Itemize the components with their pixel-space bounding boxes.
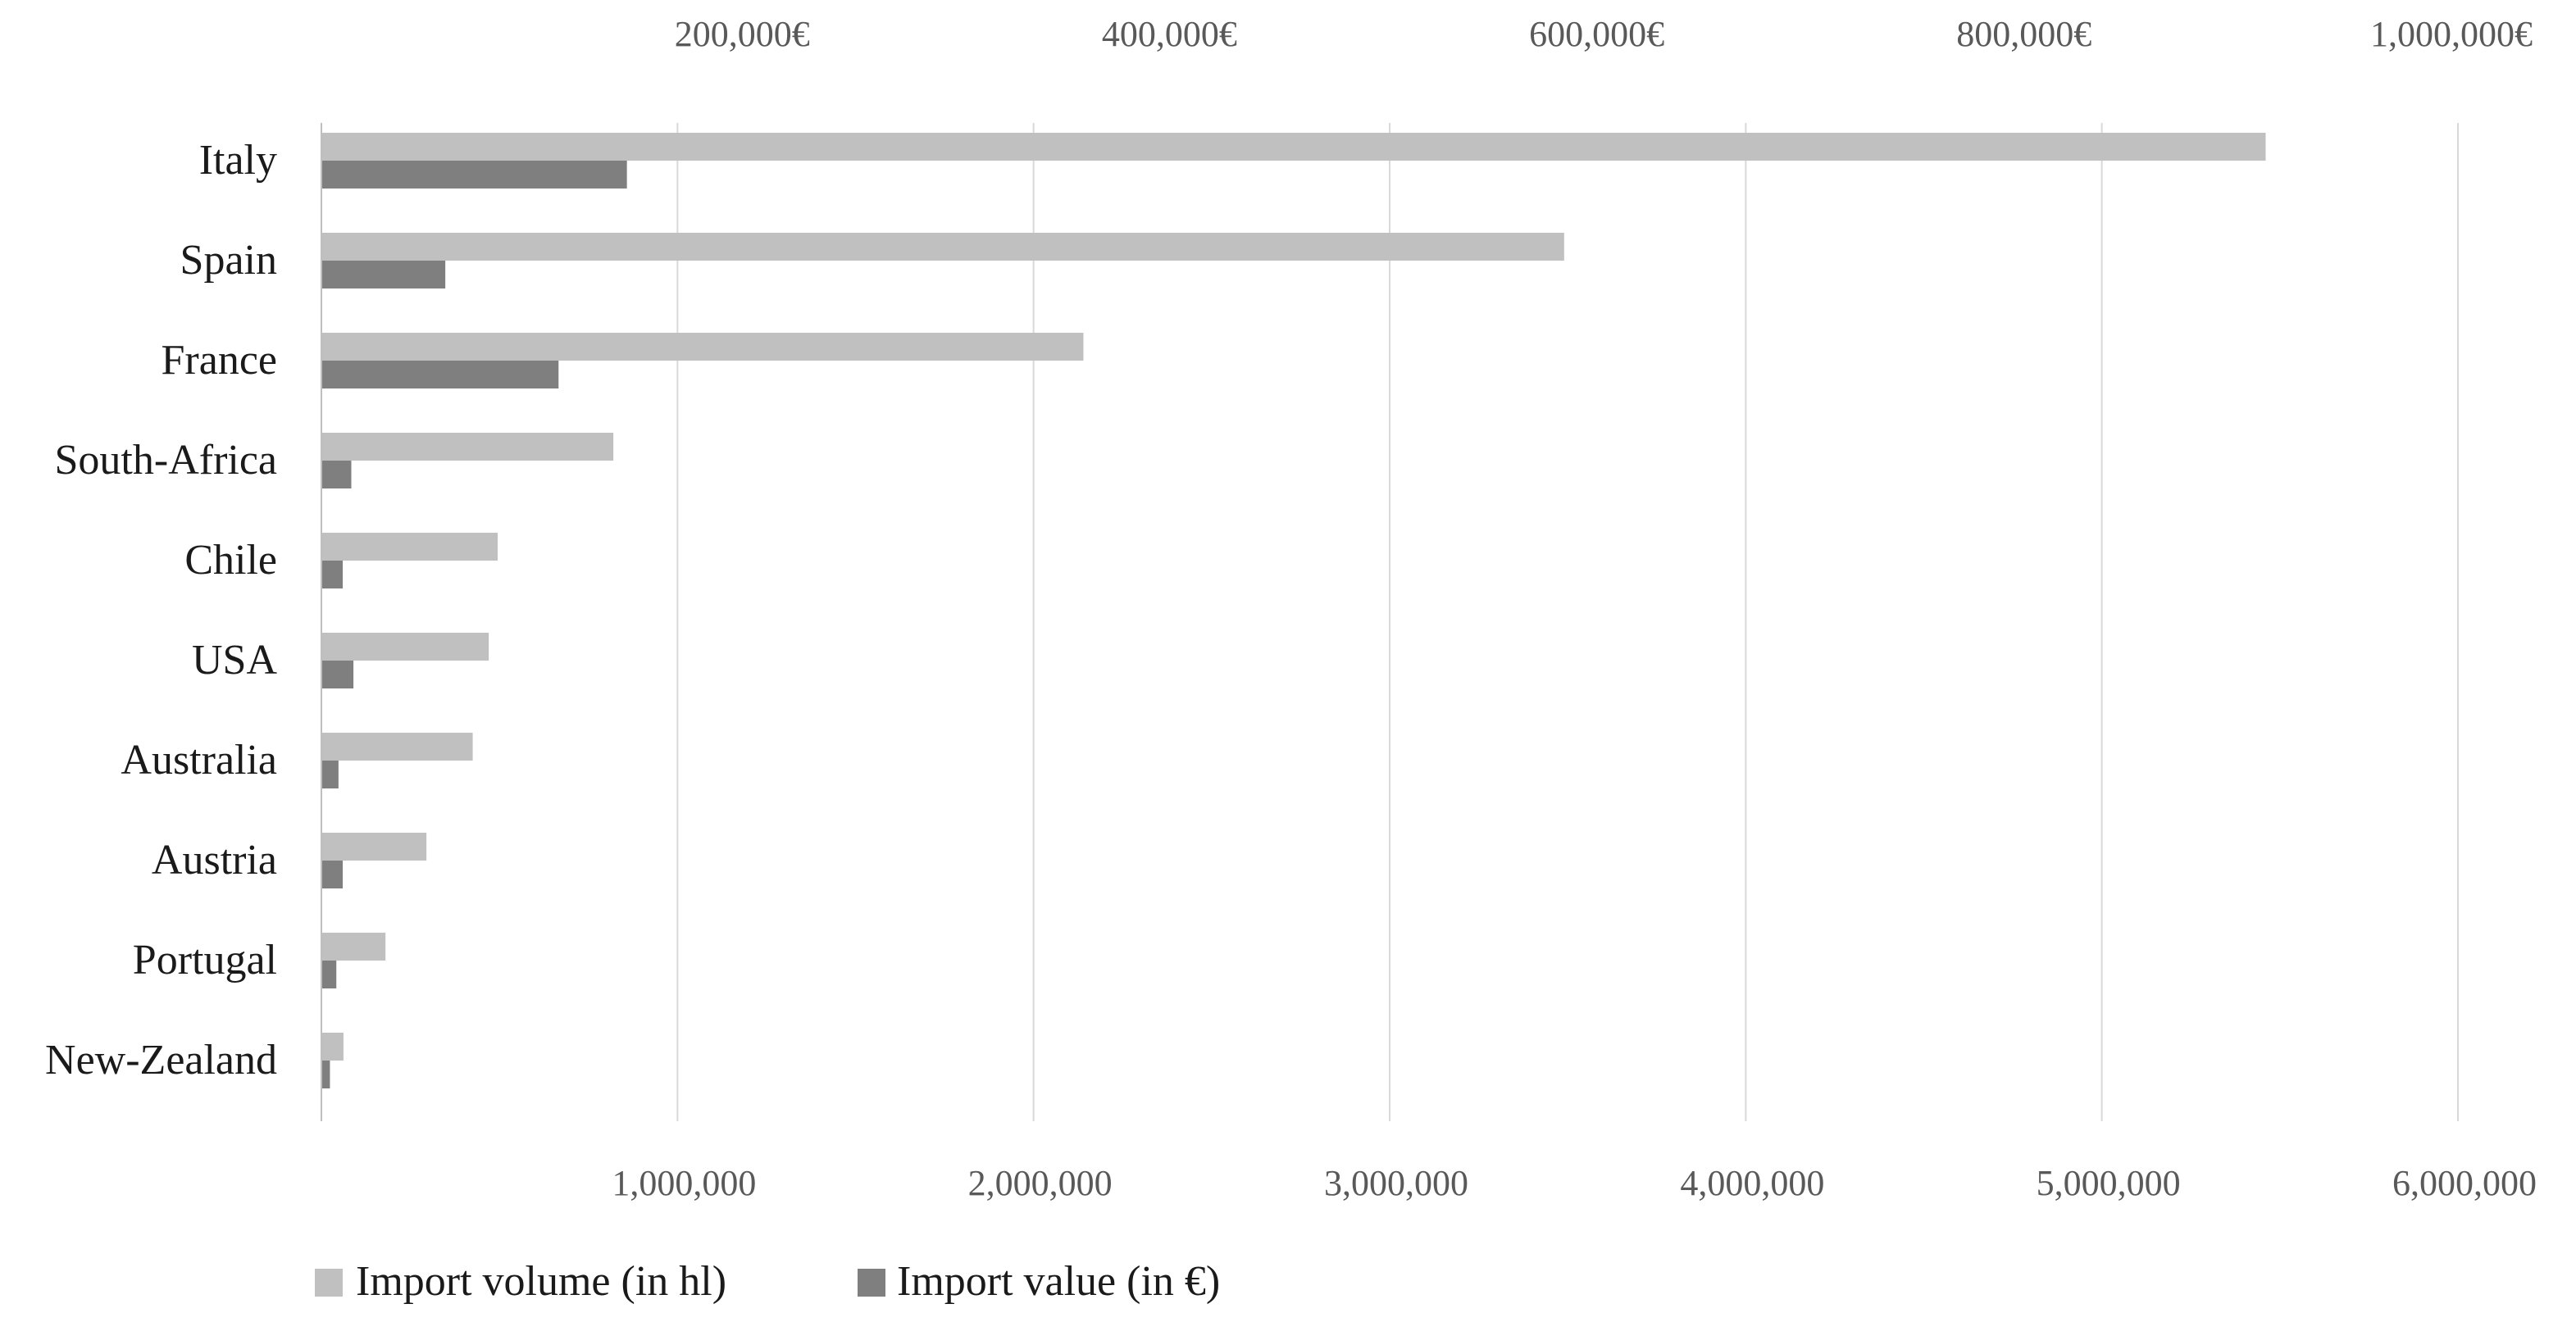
legend: Import volume (in hl) Import value (in €): [315, 1258, 1220, 1305]
bar-value-new-zealand: [321, 1061, 330, 1088]
bar-volume-usa: [321, 633, 489, 661]
bar-volume-italy: [321, 133, 2266, 161]
category-labels: Italy Spain France South-Africa Chile USA Aust…: [45, 137, 277, 1083]
category-label-italy: Italy: [199, 137, 277, 184]
top-axis-tick-labels: 200,000€ 400,000€ 600,000€ 800,000€ 1,000,00…: [675, 14, 2533, 54]
category-label-spain: Spain: [180, 237, 277, 284]
bottom-tick-label-5: 5,000,000: [2037, 1163, 2181, 1203]
category-label-australia: Australia: [121, 737, 277, 784]
bars: [321, 133, 2266, 1088]
category-label-france: France: [162, 337, 277, 384]
legend-swatch-value: [858, 1269, 885, 1297]
bar-value-chile: [321, 561, 344, 588]
bar-value-australia: [321, 761, 339, 788]
category-label-portugal: Portugal: [133, 937, 277, 984]
bar-value-south-africa: [321, 461, 352, 488]
bottom-axis-tick-labels: 1,000,000 2,000,000 3,000,000 4,000,000 5,00…: [612, 1163, 2537, 1203]
bar-volume-france: [321, 333, 1084, 361]
bottom-tick-label-4: 4,000,000: [1680, 1163, 1824, 1203]
bar-volume-portugal: [321, 933, 386, 961]
bar-volume-new-zealand: [321, 1033, 344, 1061]
bar-value-portugal: [321, 961, 337, 988]
legend-swatch-volume: [315, 1269, 343, 1297]
category-label-south-africa: South-Africa: [55, 437, 277, 484]
bottom-tick-label-1: 1,000,000: [612, 1163, 756, 1203]
category-label-new-zealand: New-Zealand: [45, 1037, 277, 1083]
bar-value-usa: [321, 661, 354, 688]
bar-value-france: [321, 361, 559, 388]
bottom-tick-label-2: 2,000,000: [968, 1163, 1113, 1203]
bar-volume-chile: [321, 533, 498, 561]
bottom-tick-label-3: 3,000,000: [1324, 1163, 1468, 1203]
top-tick-label-2: 400,000€: [1102, 14, 1237, 54]
bar-volume-spain: [321, 233, 1564, 261]
bar-value-austria: [321, 861, 344, 888]
legend-label-value: Import value (in €): [897, 1258, 1220, 1305]
top-tick-label-1: 200,000€: [675, 14, 810, 54]
category-label-chile: Chile: [184, 537, 277, 584]
bar-volume-austria: [321, 833, 427, 861]
bar-volume-australia: [321, 733, 473, 761]
category-label-usa: USA: [192, 637, 277, 684]
top-tick-label-5: 1,000,000€: [2370, 14, 2533, 54]
category-label-austria: Austria: [152, 837, 277, 884]
bar-value-spain: [321, 261, 446, 288]
bottom-tick-label-6: 6,000,000: [2392, 1163, 2537, 1203]
gridlines: [676, 123, 2459, 1121]
top-tick-label-3: 600,000€: [1529, 14, 1664, 54]
legend-label-volume: Import volume (in hl): [356, 1258, 726, 1305]
bar-volume-south-africa: [321, 433, 614, 461]
bar-value-italy: [321, 161, 627, 189]
top-tick-label-4: 800,000€: [1956, 14, 2091, 54]
